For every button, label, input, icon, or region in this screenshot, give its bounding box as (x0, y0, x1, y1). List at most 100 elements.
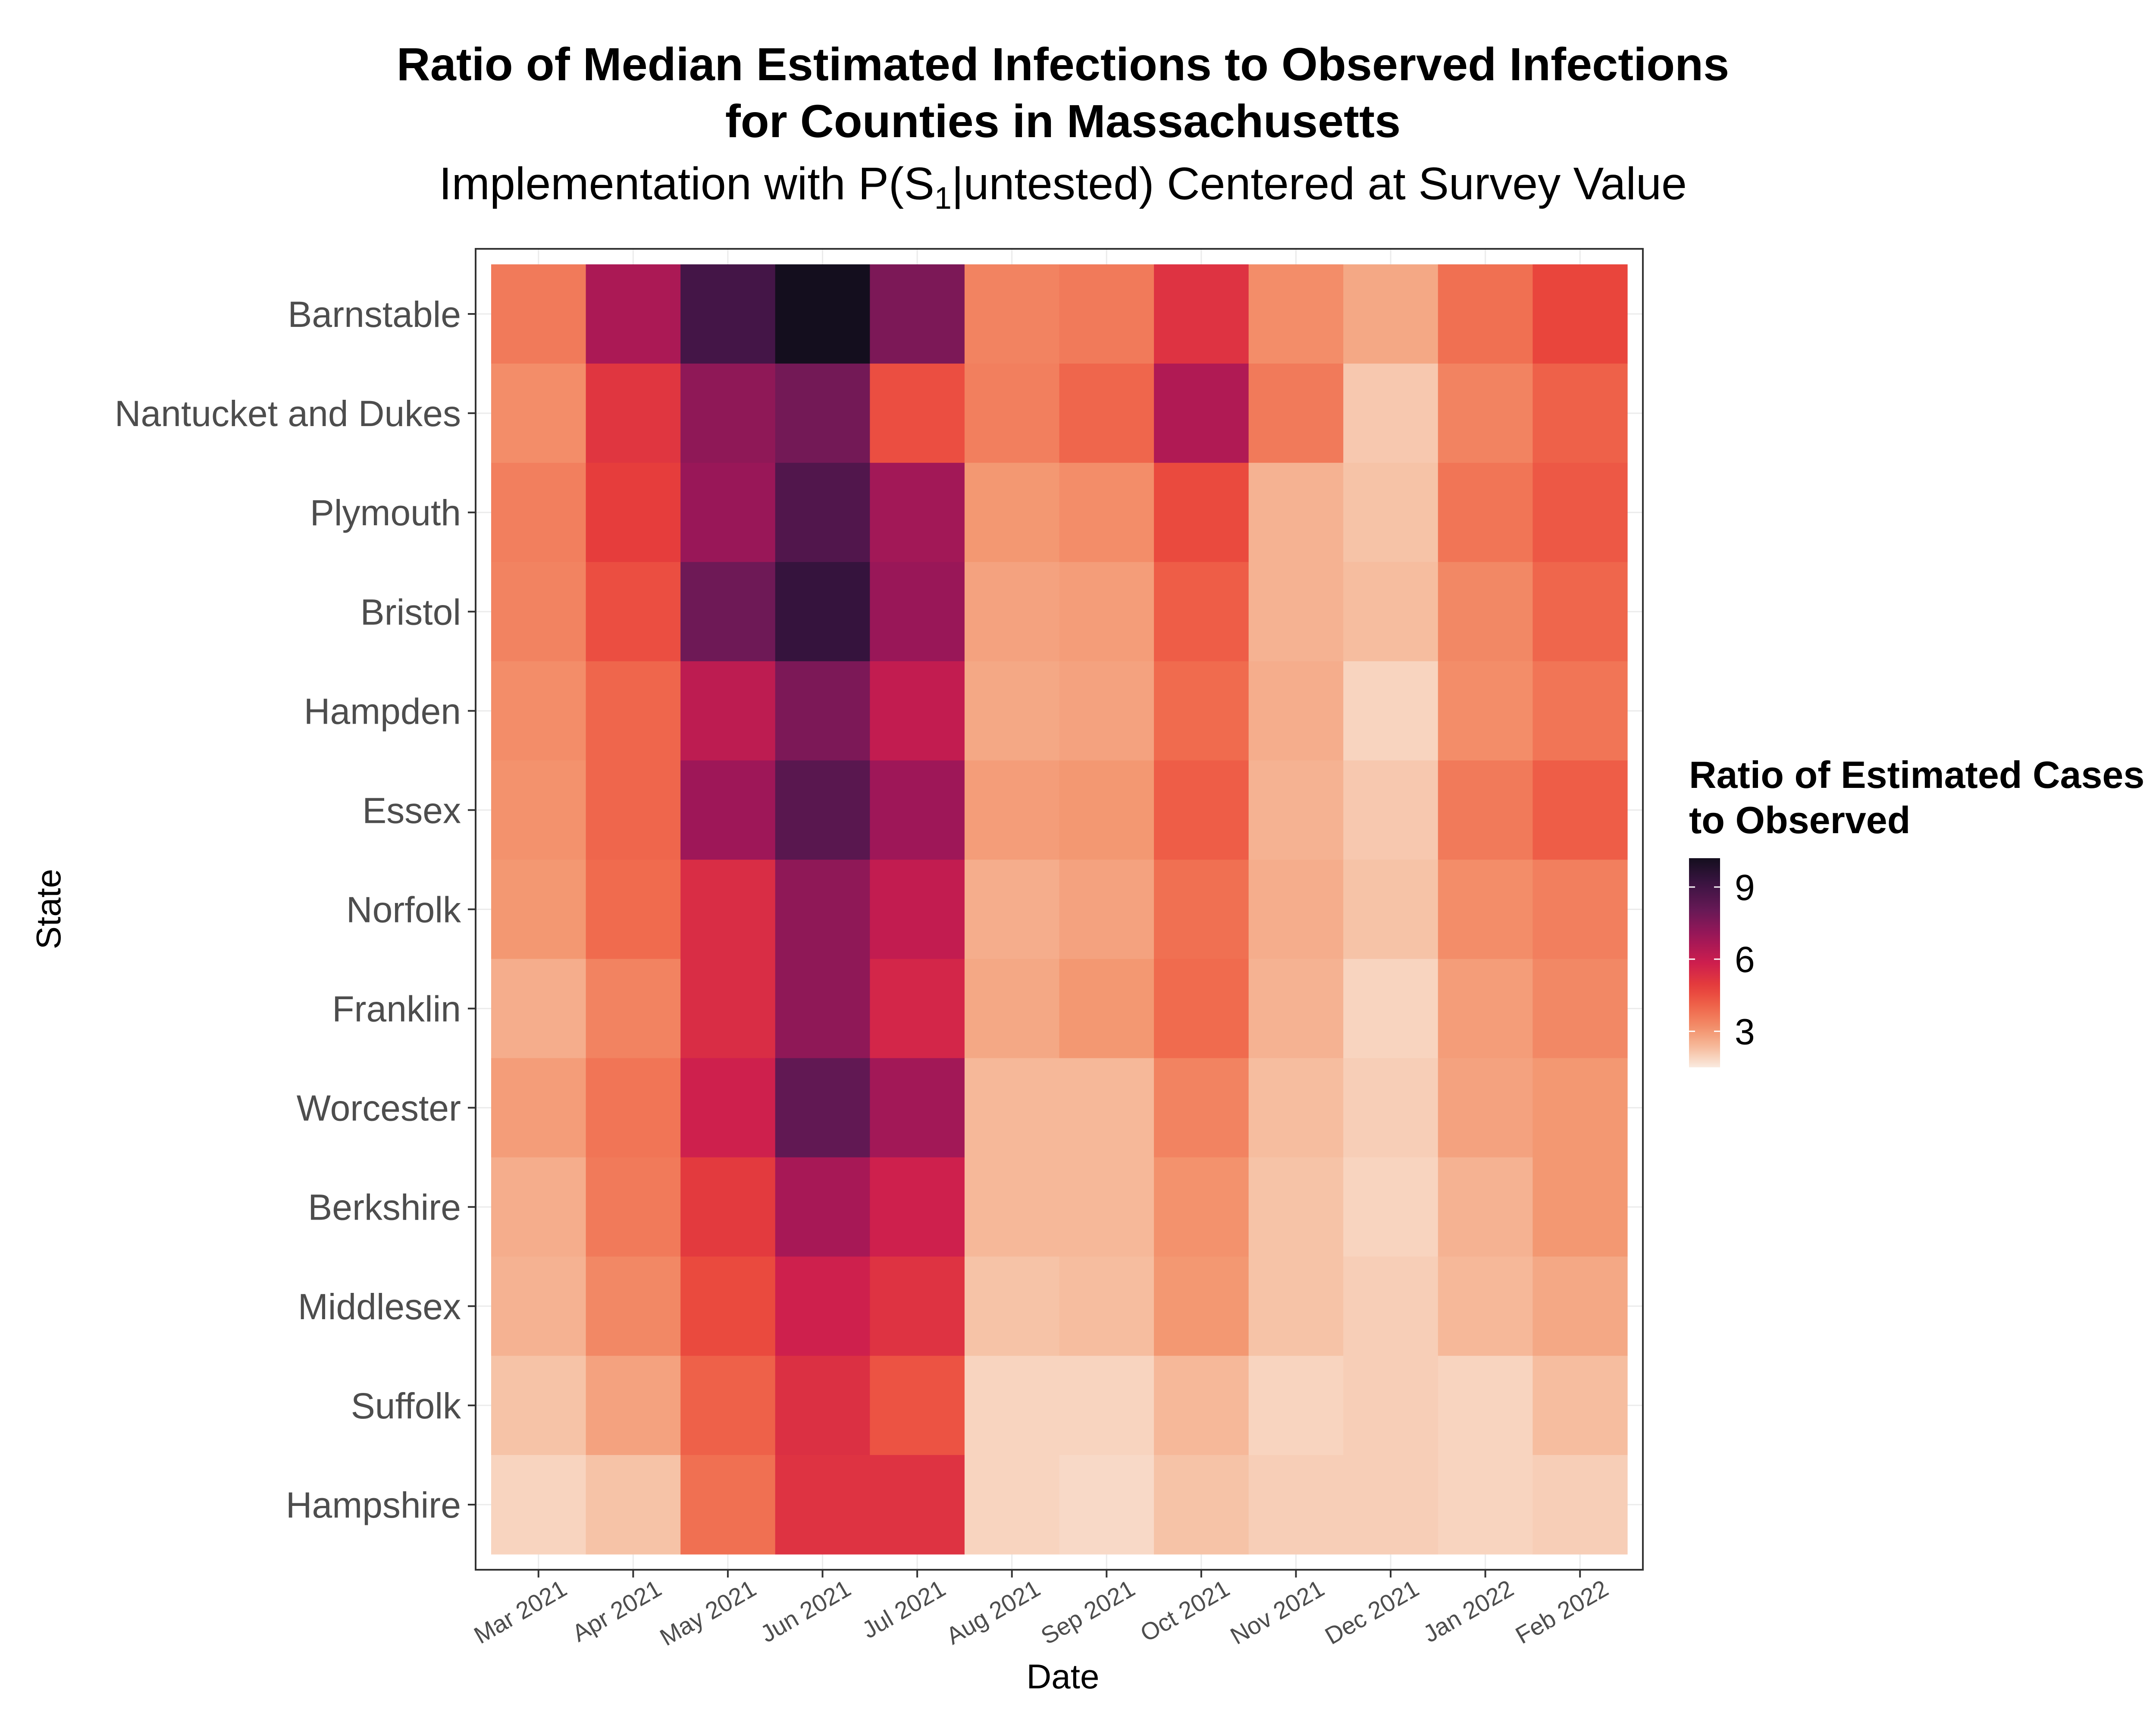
y-tick-label: Hampden (304, 691, 461, 731)
y-tick-label: Franklin (332, 989, 461, 1029)
heatmap-cell (964, 562, 1060, 662)
heatmap-cell (1343, 1058, 1438, 1158)
heatmap-cell (491, 1157, 586, 1257)
heatmap-cell (1154, 1058, 1249, 1158)
heatmap-cell (586, 959, 681, 1059)
heatmap-cell (491, 760, 586, 860)
heatmap-cell (1059, 1455, 1154, 1555)
heatmap-cell (964, 1355, 1060, 1455)
heatmap-cell (775, 859, 870, 960)
heatmap-cell (586, 1355, 681, 1455)
y-tick-label: Norfolk (346, 890, 461, 930)
legend-title-line-1: Ratio of Estimated Cases (1689, 753, 2144, 796)
heatmap-cell (1154, 959, 1249, 1059)
heatmap-cell (1248, 562, 1344, 662)
heatmap-cell (680, 1157, 776, 1257)
heatmap-cell (1343, 264, 1438, 364)
heatmap-cell (586, 1058, 681, 1158)
heatmap-cell (1154, 859, 1249, 960)
x-axis-title: Date (1027, 1657, 1100, 1696)
chart-title-line-2: for Counties in Massachusetts (725, 95, 1401, 147)
x-tick-label: Feb 2022 (1511, 1574, 1613, 1649)
heatmap-cell (870, 1157, 965, 1257)
y-tick-label: Hampshire (286, 1485, 461, 1525)
heatmap-cell (1532, 1455, 1628, 1555)
y-tick-label: Bristol (360, 592, 461, 632)
heatmap-cell (491, 661, 586, 761)
heatmap-cell (870, 1455, 965, 1555)
subtitle-close-paren: ) (1139, 158, 1154, 209)
legend-tick-label: 3 (1735, 1011, 1755, 1052)
x-tick-label: Jun 2021 (755, 1574, 855, 1648)
x-tick-label: Sep 2021 (1036, 1574, 1139, 1650)
heatmap-cell (680, 463, 776, 562)
heatmap-cell (870, 661, 965, 761)
heatmap-cell (775, 562, 870, 662)
heatmap-cell (870, 959, 965, 1059)
y-tick-label: Barnstable (288, 294, 461, 335)
x-tick-label: Apr 2021 (567, 1574, 666, 1647)
heatmap-cell (1532, 1157, 1628, 1257)
y-tick-label: Essex (362, 790, 461, 831)
heatmap-cell (1532, 364, 1628, 463)
y-tick-label: Middlesex (298, 1286, 461, 1327)
heatmap-cell (870, 760, 965, 860)
heatmap-cell (1343, 959, 1438, 1059)
heatmap-cell (1059, 760, 1154, 860)
legend-title-line-2: to Observed (1689, 799, 1910, 841)
heatmap-cell (586, 1455, 681, 1555)
heatmap-cell (680, 661, 776, 761)
heatmap-cell (1059, 562, 1154, 662)
heatmap-cells (491, 264, 1628, 1555)
heatmap-cell (775, 1455, 870, 1555)
heatmap-cell (1438, 661, 1533, 761)
heatmap-cell (964, 859, 1060, 960)
x-tick-label: Mar 2021 (469, 1574, 571, 1649)
heatmap-cell (680, 959, 776, 1059)
heatmap-cell (1438, 1256, 1533, 1356)
y-tick-label: Worcester (297, 1088, 461, 1129)
heatmap-cell (680, 562, 776, 662)
heatmap-cell (775, 1355, 870, 1455)
heatmap-cell (1438, 859, 1533, 960)
heatmap-cell (775, 364, 870, 463)
heatmap-cell (1154, 1157, 1249, 1257)
heatmap-cell (1248, 1455, 1344, 1555)
legend-tick-label: 6 (1735, 939, 1755, 980)
heatmap-cell (1532, 1355, 1628, 1455)
y-tick-label: Nantucket and Dukes (115, 393, 461, 434)
x-tick-label: Jul 2021 (857, 1574, 950, 1643)
heatmap-cell (870, 859, 965, 960)
heatmap-cell (680, 859, 776, 960)
y-axis-title: State (29, 869, 68, 950)
heatmap-cell (1438, 463, 1533, 562)
chart-title-line-1: Ratio of Median Estimated Infections to … (397, 38, 1729, 90)
heatmap-cell (775, 1058, 870, 1158)
heatmap-cell (1154, 562, 1249, 662)
heatmap-cell (680, 264, 776, 364)
heatmap-cell (1059, 463, 1154, 562)
heatmap-cell (1438, 364, 1533, 463)
heatmap-cell (586, 562, 681, 662)
heatmap-cell (1438, 1058, 1533, 1158)
subtitle-suffix: Centered at Survey Value (1154, 158, 1687, 209)
heatmap-cell (964, 1157, 1060, 1257)
plot-panel (475, 248, 1644, 1571)
heatmap-cell (1438, 264, 1533, 364)
x-tick-label: May 2021 (655, 1574, 760, 1651)
heatmap-cell (586, 264, 681, 364)
y-tick-label: Plymouth (310, 492, 461, 533)
heatmap-cell (586, 859, 681, 960)
legend-tick-label: 9 (1735, 867, 1755, 908)
heatmap-cell (1343, 364, 1438, 463)
y-tick-label: Suffolk (351, 1386, 461, 1426)
heatmap-cell (1248, 264, 1344, 364)
heatmap-cell (680, 760, 776, 860)
heatmap-cell (1532, 1058, 1628, 1158)
heatmap-cell (680, 1455, 776, 1555)
heatmap-cell (1248, 661, 1344, 761)
heatmap-cell (680, 1355, 776, 1455)
heatmap-cell (1343, 1355, 1438, 1455)
heatmap-cell (1343, 463, 1438, 562)
